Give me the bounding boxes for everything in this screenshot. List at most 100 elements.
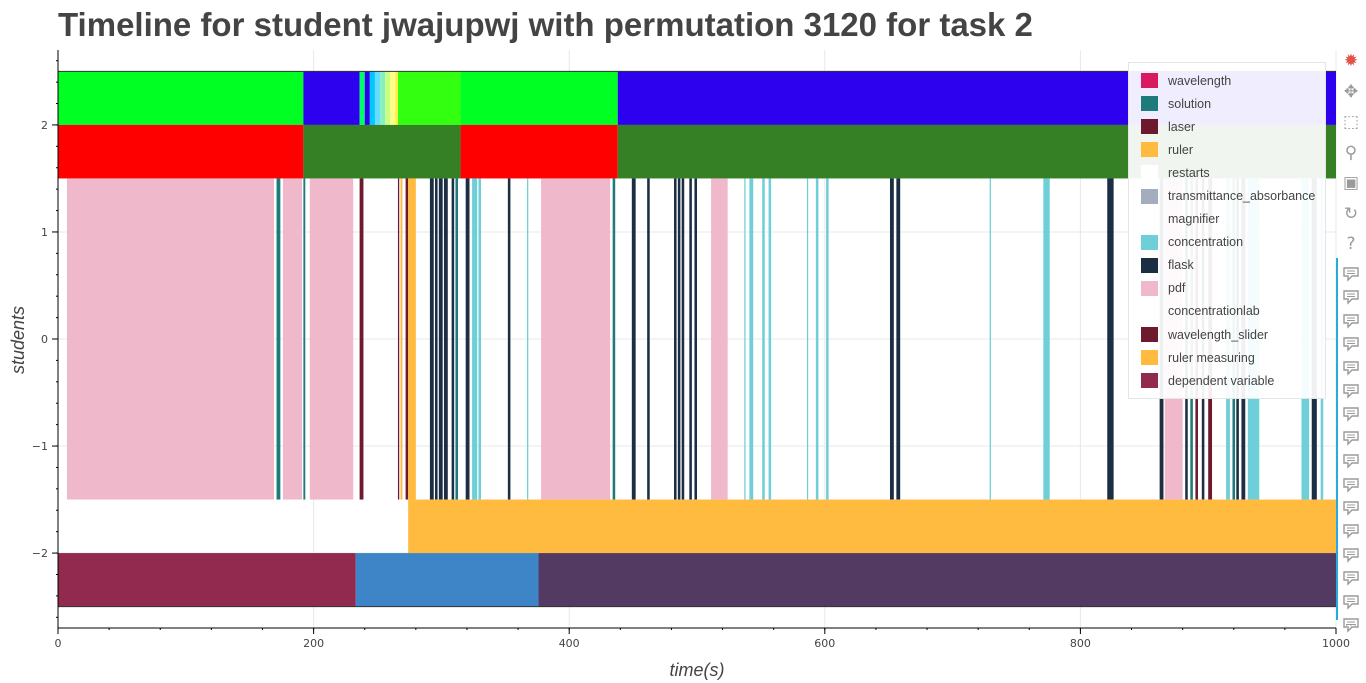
hover-icon[interactable] xyxy=(1342,523,1360,540)
timeline-segment xyxy=(749,178,754,500)
timeline-segment xyxy=(380,71,386,125)
timeline-segment xyxy=(472,178,478,500)
timeline-segment xyxy=(359,71,365,125)
pan-icon[interactable]: ✥ xyxy=(1343,81,1359,102)
legend-item[interactable]: concentration xyxy=(1129,231,1325,254)
x-tick-label: 400 xyxy=(559,637,580,650)
legend-swatch xyxy=(1141,188,1158,204)
hover-icon[interactable] xyxy=(1342,360,1360,376)
timeline-segment xyxy=(478,178,482,500)
legend-label: laser xyxy=(1168,119,1196,134)
legend-item[interactable]: wavelength xyxy=(1129,69,1325,92)
legend-swatch xyxy=(1141,142,1158,158)
x-tick-label: 200 xyxy=(303,637,324,650)
legend: wavelength solution laser ruler restarts tran… xyxy=(1128,62,1326,400)
legend-label: ruler measuring xyxy=(1168,350,1255,365)
timeline-segment xyxy=(303,71,360,125)
legend-item[interactable]: laser xyxy=(1129,115,1325,138)
chart-title: Timeline for student jwajupwj with permu… xyxy=(58,6,1033,43)
y-tick-label: 0 xyxy=(41,333,48,346)
hover-icon[interactable] xyxy=(1342,383,1360,399)
timeline-segment xyxy=(711,178,728,500)
y-tick-label: −1 xyxy=(32,440,48,453)
y-tick-label: 1 xyxy=(41,226,48,239)
timeline-segment xyxy=(429,178,434,500)
timeline-segment xyxy=(815,178,819,500)
x-axis-title: time(s) xyxy=(670,660,725,680)
legend-item[interactable]: concentrationlab xyxy=(1129,300,1325,323)
y-tick-label: 2 xyxy=(41,119,48,132)
timeline-segment xyxy=(364,71,370,125)
x-tick-label: 600 xyxy=(814,637,835,650)
timeline-segment xyxy=(435,178,438,500)
timeline-segment xyxy=(527,178,529,500)
timeline-segment xyxy=(58,553,356,607)
legend-label: transmittance_absorbance xyxy=(1168,189,1316,204)
legend-item[interactable]: pdf xyxy=(1129,277,1325,300)
legend-label: concentrationlab xyxy=(1168,304,1260,319)
timeline-segment xyxy=(359,178,364,500)
timeline-segment xyxy=(694,178,697,500)
legend-label: magnifier xyxy=(1168,212,1220,227)
hover-icon[interactable] xyxy=(1342,406,1360,423)
hover-icon[interactable] xyxy=(1342,313,1360,329)
legend-item[interactable]: flask xyxy=(1129,254,1325,277)
help-icon[interactable]: ? xyxy=(1346,234,1356,254)
timeline-segment xyxy=(66,178,274,500)
timeline-segment xyxy=(507,178,511,500)
legend-item[interactable]: transmittance_absorbance xyxy=(1129,184,1325,207)
legend-label: pdf xyxy=(1168,281,1186,296)
legend-item[interactable]: ruler measuring xyxy=(1129,346,1325,369)
timeline-segment xyxy=(369,71,375,125)
timeline-segment xyxy=(443,178,448,500)
legend-item[interactable]: magnifier xyxy=(1129,208,1325,231)
timeline-segment xyxy=(612,178,616,500)
legend-swatch xyxy=(1141,234,1158,250)
hover-icon[interactable] xyxy=(1342,570,1360,586)
box-zoom-icon[interactable]: ⬚ xyxy=(1342,112,1360,132)
timeline-segment xyxy=(538,553,1336,607)
timeline-row-3 xyxy=(408,499,1336,554)
hover-icon[interactable] xyxy=(1342,430,1360,446)
legend-label: solution xyxy=(1168,96,1212,111)
legend-swatch xyxy=(1141,373,1158,389)
timeline-segment xyxy=(397,178,400,500)
timeline-segment xyxy=(355,553,539,607)
legend-item[interactable]: solution xyxy=(1129,92,1325,115)
timeline-segment xyxy=(673,178,677,500)
timeline-segment xyxy=(768,178,772,500)
timeline-segment xyxy=(400,178,403,500)
hover-icon[interactable] xyxy=(1342,266,1360,282)
hover-icon[interactable] xyxy=(1342,547,1360,563)
save-icon[interactable]: ▣ xyxy=(1342,173,1360,193)
timeline-segment xyxy=(631,178,636,500)
wheel-zoom-icon[interactable]: ⚲ xyxy=(1344,142,1358,163)
timeline-segment xyxy=(689,178,692,500)
legend-swatch xyxy=(1141,119,1158,135)
hover-icon[interactable] xyxy=(1342,617,1360,633)
hover-icon[interactable] xyxy=(1342,336,1360,352)
x-tick-label: 1000 xyxy=(1322,637,1350,650)
legend-swatch xyxy=(1141,280,1158,296)
hover-icon[interactable] xyxy=(1342,594,1360,610)
legend-item[interactable]: wavelength_slider xyxy=(1129,323,1325,346)
more-tools-icon[interactable]: ⋯ xyxy=(1344,617,1358,633)
timeline-segment xyxy=(385,71,391,125)
timeline-segment xyxy=(405,178,409,500)
hover-icon[interactable] xyxy=(1342,500,1360,516)
timeline-segment xyxy=(303,124,461,179)
timeline-segment xyxy=(303,178,306,500)
timeline-segment xyxy=(677,178,681,500)
reset-icon[interactable]: ↻ xyxy=(1343,203,1359,224)
legend-label: concentration xyxy=(1168,235,1244,250)
hover-icon[interactable] xyxy=(1342,289,1360,306)
y-axis-title: students xyxy=(8,306,28,374)
legend-item[interactable]: ruler xyxy=(1129,138,1325,161)
chart-toolbar: ✹ ✥ ⬚ ⚲ ▣ ↻? ⋯ xyxy=(1336,48,1364,683)
legend-item[interactable]: dependent variable xyxy=(1129,369,1325,392)
legend-label: wavelength_slider xyxy=(1168,327,1269,342)
bokeh-logo-icon[interactable]: ✹ xyxy=(1343,51,1359,71)
hover-icon[interactable] xyxy=(1342,477,1360,493)
hover-icon[interactable] xyxy=(1342,453,1360,469)
legend-item[interactable]: restarts xyxy=(1129,161,1325,184)
